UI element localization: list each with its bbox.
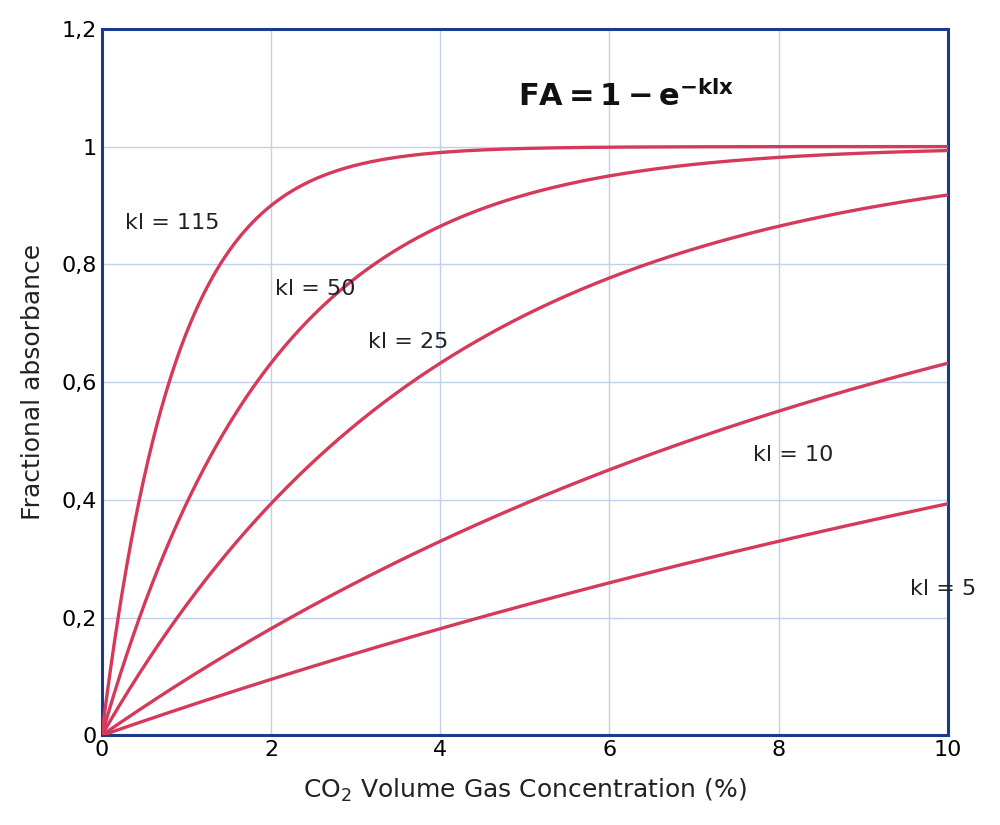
Text: kl = 5: kl = 5 xyxy=(910,579,976,600)
X-axis label: CO$_2$ Volume Gas Concentration (%): CO$_2$ Volume Gas Concentration (%) xyxy=(303,777,747,804)
Text: $\mathbf{FA = 1 - e^{-klx}}$: $\mathbf{FA = 1 - e^{-klx}}$ xyxy=(518,80,734,112)
Y-axis label: Fractional absorbance: Fractional absorbance xyxy=(21,244,45,521)
Text: kl = 50: kl = 50 xyxy=(275,279,356,299)
Text: kl = 25: kl = 25 xyxy=(368,332,449,352)
Text: kl = 115: kl = 115 xyxy=(125,213,220,233)
Text: kl = 10: kl = 10 xyxy=(753,446,834,465)
